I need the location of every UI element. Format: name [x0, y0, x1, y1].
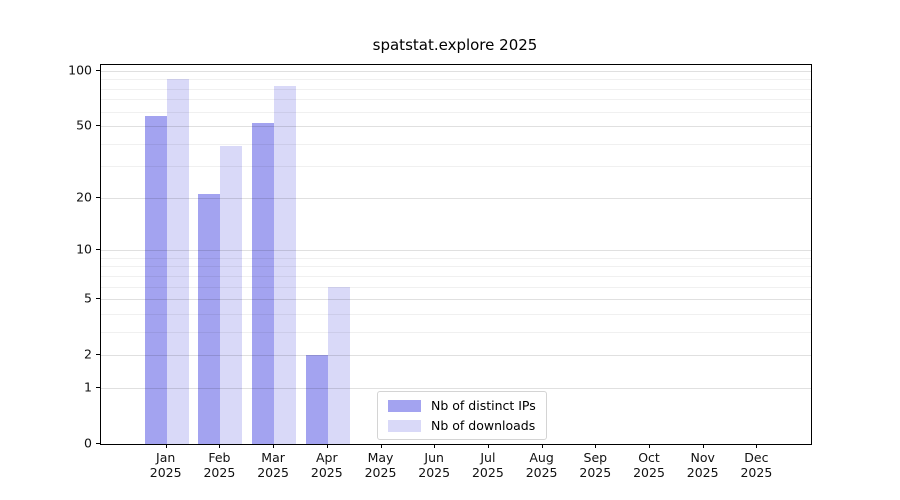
legend-label-downloads: Nb of downloads: [431, 418, 536, 433]
x-tick-label: Jul 2025: [471, 450, 504, 480]
x-tick-label: Oct 2025: [633, 450, 665, 480]
x-tick-label: Mar 2025: [257, 450, 289, 480]
y-tick-mark: [96, 125, 100, 127]
minor-gridline: [101, 266, 811, 268]
y-tick-mark: [96, 298, 100, 300]
x-tick-mark: [326, 444, 328, 448]
x-tick-mark: [541, 444, 543, 448]
y-tick-label: 1: [84, 379, 92, 395]
y-tick-mark: [96, 354, 100, 356]
downloads-swatch-icon: [388, 419, 421, 432]
major-gridline: [101, 197, 811, 199]
major-gridline: [101, 387, 811, 389]
x-tick-mark: [219, 444, 221, 448]
x-tick-mark: [380, 444, 382, 448]
y-tick-label: 5: [84, 290, 92, 306]
minor-gridline: [101, 143, 811, 145]
plot-area: [100, 64, 812, 445]
x-tick-label: Dec 2025: [740, 450, 773, 480]
distinct-ips-swatch-icon: [388, 399, 421, 412]
major-gridline: [101, 71, 811, 72]
bar-distinct-ips: [305, 355, 328, 444]
minor-gridline: [101, 111, 811, 113]
bar-downloads: [166, 79, 189, 444]
chart-title: spatstat.explore 2025: [372, 36, 538, 54]
legend-entry-downloads: Nb of downloads: [388, 418, 536, 433]
minor-gridline: [101, 99, 811, 101]
legend-entry-distinct-ips: Nb of distinct IPs: [388, 398, 536, 413]
bar-distinct-ips: [144, 115, 167, 444]
major-gridline: [101, 299, 811, 301]
x-tick-mark: [487, 444, 489, 448]
y-tick-mark: [96, 249, 100, 251]
y-tick-label: 10: [76, 241, 92, 257]
x-tick-mark: [756, 444, 758, 448]
minor-gridline: [101, 166, 811, 168]
bar-downloads: [327, 286, 350, 444]
y-tick-label: 50: [76, 117, 92, 133]
bar-downloads: [274, 85, 297, 444]
x-tick-label: Jun 2025: [418, 450, 451, 480]
x-tick-label: Aug 2025: [525, 450, 558, 480]
x-tick-label: Feb 2025: [203, 450, 236, 480]
x-tick-label: Sep 2025: [579, 450, 612, 480]
major-gridline: [101, 250, 811, 252]
legend-label-distinct-ips: Nb of distinct IPs: [431, 398, 536, 413]
x-tick-label: Jan 2025: [149, 450, 182, 480]
x-tick-mark: [649, 444, 650, 448]
y-tick-label: 100: [68, 62, 92, 78]
y-tick-label: 20: [76, 189, 92, 205]
x-tick-mark: [165, 444, 167, 448]
legend: Nb of distinct IPs Nb of downloads: [377, 391, 547, 440]
major-gridline: [101, 126, 811, 128]
minor-gridline: [101, 257, 811, 259]
x-tick-label: May 2025: [364, 450, 397, 480]
minor-gridline: [101, 275, 811, 277]
minor-gridline: [101, 286, 811, 288]
x-tick-mark: [273, 444, 275, 448]
x-tick-mark: [595, 444, 597, 448]
x-tick-label: Nov 2025: [686, 450, 719, 480]
y-tick-mark: [96, 443, 100, 444]
x-tick-label: Apr 2025: [310, 450, 343, 480]
x-tick-mark: [702, 444, 704, 448]
y-tick-mark: [96, 70, 100, 71]
minor-gridline: [101, 79, 811, 81]
x-tick-mark: [434, 444, 436, 448]
y-tick-mark: [96, 196, 100, 198]
minor-gridline: [101, 313, 811, 315]
y-tick-label: 0: [84, 435, 92, 451]
bar-distinct-ips: [252, 123, 275, 444]
minor-gridline: [101, 331, 811, 333]
y-tick-label: 2: [84, 346, 92, 362]
bar-distinct-ips: [198, 194, 221, 444]
major-gridline: [101, 355, 811, 357]
bar-downloads: [220, 145, 243, 444]
y-tick-mark: [96, 386, 100, 388]
minor-gridline: [101, 88, 811, 90]
